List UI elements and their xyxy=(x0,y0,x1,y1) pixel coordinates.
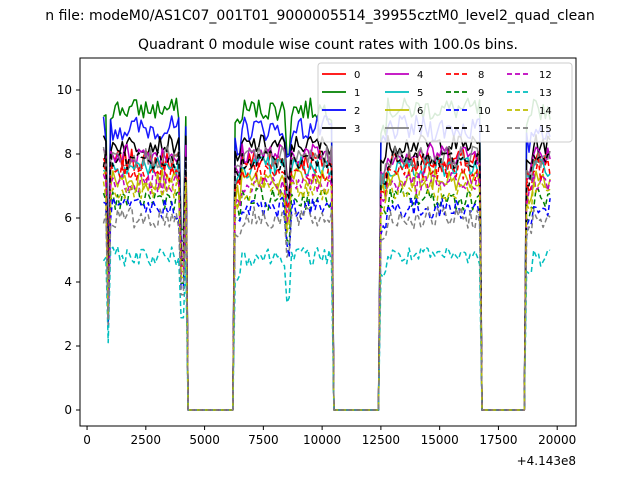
y-tick-label: 4 xyxy=(64,275,72,289)
x-tick-label: 2500 xyxy=(131,433,162,447)
y-tick-label: 0 xyxy=(64,403,72,417)
legend-label-10: 10 xyxy=(478,106,491,117)
x-tick-label: 20000 xyxy=(538,433,576,447)
axes-frame xyxy=(79,57,577,427)
x-tick-label: 5000 xyxy=(189,433,220,447)
y-tick-label: 10 xyxy=(57,83,72,97)
series-line-8 xyxy=(102,158,551,411)
x-tick-label: 0 xyxy=(83,433,91,447)
legend-label-9: 9 xyxy=(478,88,484,99)
x-tick-label: 7500 xyxy=(248,433,279,447)
x-axis: 0 2500 5000 7500 10000 12500 15000 17500 20000 xyxy=(83,426,576,447)
series-line-15 xyxy=(102,206,551,411)
legend-label-1: 1 xyxy=(354,88,360,99)
legend-label-15: 15 xyxy=(539,124,552,135)
series-line-9 xyxy=(102,186,551,411)
legend-label-7: 7 xyxy=(417,124,423,135)
y-tick-label: 2 xyxy=(64,339,72,353)
x-tick-label: 10000 xyxy=(303,433,341,447)
legend-label-0: 0 xyxy=(354,70,360,81)
y-axis: 0 2 4 6 8 10 xyxy=(57,83,80,417)
series-line-10 xyxy=(103,196,551,411)
chart-title: Quadrant 0 module wise count rates with … xyxy=(138,37,518,53)
legend-label-12: 12 xyxy=(539,70,552,81)
legend-label-4: 4 xyxy=(417,70,423,81)
legend-label-2: 2 xyxy=(354,106,360,117)
series-line-11 xyxy=(102,150,551,411)
legend-label-3: 3 xyxy=(354,124,360,135)
x-tick-label: 17500 xyxy=(479,433,517,447)
y-tick-label: 6 xyxy=(64,211,72,225)
series-line-12 xyxy=(102,170,551,411)
legend-label-6: 6 xyxy=(417,106,423,117)
legend-label-8: 8 xyxy=(478,70,484,81)
legend-label-5: 5 xyxy=(417,88,423,99)
legend-label-11: 11 xyxy=(478,124,491,135)
legend-label-14: 14 xyxy=(539,106,552,117)
y-tick-label: 8 xyxy=(64,147,72,161)
series-line-14 xyxy=(102,177,551,411)
x-offset-label: +4.143e8 xyxy=(517,454,576,468)
series-line-13 xyxy=(102,246,551,411)
x-tick-label: 15000 xyxy=(421,433,459,447)
figure-suptitle: n file: modeM0/AS1C07_001T01_9000005514_… xyxy=(45,8,594,24)
legend-label-13: 13 xyxy=(539,88,552,99)
x-tick-label: 12500 xyxy=(362,433,400,447)
legend-box xyxy=(317,62,573,143)
